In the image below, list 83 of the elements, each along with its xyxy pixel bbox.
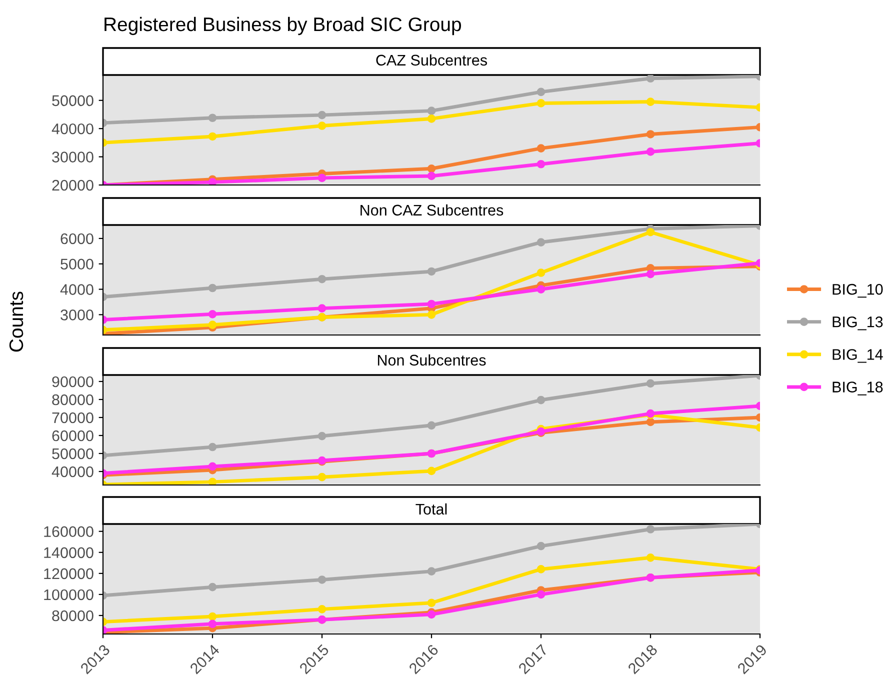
legend-label: BIG_10 [832, 284, 883, 298]
chart-subtitle: Total [416, 503, 447, 515]
y-tick-label: 3000 [60, 310, 94, 320]
point [208, 442, 217, 452]
point [646, 130, 655, 138]
point [427, 610, 436, 619]
y-tick-label: 120000 [44, 568, 94, 580]
point [536, 99, 546, 108]
point [427, 310, 436, 319]
chart-subtitle: Non Subcentres [378, 354, 486, 366]
point [536, 590, 546, 599]
point [646, 98, 655, 106]
point [536, 565, 546, 574]
point [208, 310, 217, 318]
point [536, 268, 546, 277]
point [646, 270, 655, 278]
point [318, 605, 326, 614]
point [208, 582, 217, 592]
point [208, 462, 217, 471]
point [427, 164, 436, 173]
point [318, 274, 326, 284]
point [646, 75, 655, 83]
legend-label: BIG_14 [832, 349, 883, 363]
point [427, 300, 436, 308]
legend-label: BIG_18 [832, 382, 883, 396]
chart-title: Registered Business by Broad SIC Group [104, 16, 462, 36]
point [536, 396, 546, 404]
y-tick-label: 40000 [52, 466, 94, 478]
y-tick-label: 70000 [52, 412, 94, 424]
point [318, 174, 326, 182]
point [318, 110, 326, 120]
y-tick-label: 20000 [52, 180, 94, 191]
point [208, 132, 217, 141]
point [646, 553, 655, 562]
y-tick-label: 5000 [60, 258, 94, 270]
y-tick-label: 50000 [52, 448, 94, 460]
legend-label: BIG_13 [832, 316, 883, 330]
point [318, 576, 326, 584]
point [427, 267, 436, 276]
point [208, 612, 217, 621]
point [427, 567, 436, 576]
point [208, 320, 217, 330]
point [427, 466, 436, 476]
point [208, 114, 217, 122]
point [427, 114, 436, 123]
chart-subtitle: CAZ Subcentres [376, 54, 487, 66]
y-tick-label: 6000 [60, 233, 94, 244]
y-tick-label: 4000 [60, 284, 94, 295]
y-tick-label: 80000 [52, 610, 94, 622]
point [646, 418, 655, 426]
point [318, 472, 326, 482]
point [536, 160, 546, 168]
point [427, 598, 436, 608]
point [646, 379, 655, 388]
y-tick-label: 140000 [44, 547, 94, 558]
y-tick-label: 80000 [52, 394, 94, 406]
point [318, 304, 326, 312]
point [646, 228, 655, 236]
y-tick-label: 60000 [52, 430, 94, 442]
point [536, 88, 546, 96]
point [208, 620, 217, 628]
point [318, 432, 326, 440]
y-tick-label: 160000 [44, 526, 94, 538]
point [208, 178, 217, 185]
point [427, 106, 436, 115]
point [427, 421, 436, 430]
point [536, 144, 546, 152]
point [536, 238, 546, 246]
chart-subtitle: Non CAZ Subcentres [360, 204, 504, 216]
point [536, 542, 546, 550]
point [646, 148, 655, 156]
y-axis-title: Counts [9, 292, 24, 352]
point [536, 285, 546, 294]
point [427, 172, 436, 180]
y-tick-label: 90000 [52, 376, 94, 388]
point [646, 525, 655, 534]
y-tick-label: 30000 [52, 152, 94, 162]
y-tick-label: 100000 [44, 589, 94, 600]
point [208, 478, 217, 485]
point [208, 284, 217, 292]
y-tick-label: 40000 [52, 123, 94, 134]
y-tick-label: 50000 [52, 95, 94, 106]
point [318, 122, 326, 130]
